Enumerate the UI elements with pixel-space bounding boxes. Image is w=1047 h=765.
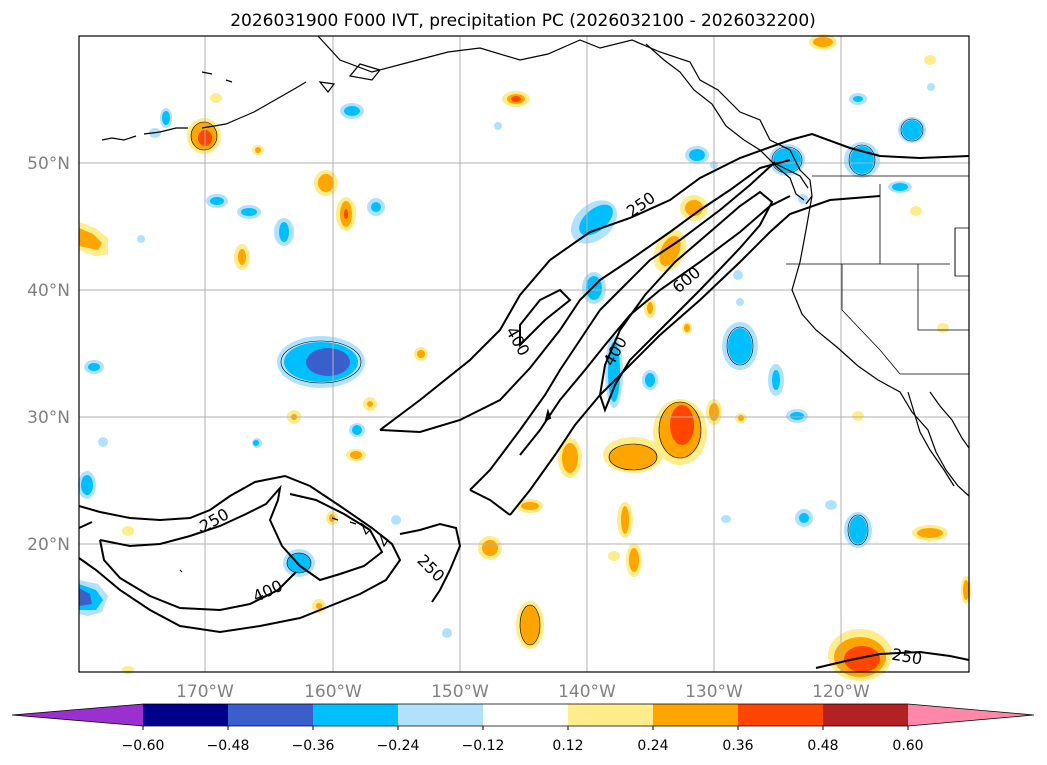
colorbar-tick-label: −0.60	[122, 738, 165, 754]
colorbar-segment	[228, 704, 313, 726]
shading-outlines	[190, 118, 924, 646]
colorbar-tick-label: 0.60	[892, 738, 923, 754]
colorbar-segment	[738, 704, 823, 726]
colorbar-segment	[313, 704, 398, 726]
coastlines	[101, 35, 970, 573]
lon-label: 120°W	[812, 682, 870, 702]
colorbar-tick-label: 0.24	[637, 738, 668, 754]
map-area	[79, 36, 969, 672]
colorbar-tick-label: −0.36	[292, 738, 335, 754]
map-title: 2026031900 F000 IVT, precipitation PC (2…	[230, 11, 816, 31]
map-frame	[78, 35, 970, 673]
lon-label: 140°W	[558, 682, 616, 702]
lon-label: 170°W	[176, 682, 234, 702]
lon-label: 150°W	[431, 682, 489, 702]
lat-label: 30°N	[27, 408, 70, 428]
colorbar-tick-label: 0.12	[552, 738, 583, 754]
colorbar-segment	[568, 704, 653, 726]
colorbar-segment	[483, 704, 568, 726]
colorbar-tick-label: −0.48	[207, 738, 250, 754]
lat-label: 20°N	[27, 535, 70, 555]
colorbar: −0.60 −0.48 −0.36 −0.24 −0.12 0.12 0.24 0.36 0.4…	[11, 703, 1035, 754]
latitude-labels: 50°N 40°N 30°N 20°N	[27, 154, 70, 555]
colorbar-tick-label: 0.48	[807, 738, 838, 754]
colorbar-tick-label: 0.36	[722, 738, 753, 754]
colorbar-segment	[653, 704, 738, 726]
lon-label: 130°W	[685, 682, 743, 702]
colorbar-segment	[143, 704, 228, 726]
colorbar-segment	[823, 704, 908, 726]
longitude-labels: 170°W 160°W 150°W 140°W 130°W 120°W	[176, 682, 870, 702]
colorbar-tick-label: −0.12	[462, 738, 505, 754]
colorbar-extend-low	[12, 704, 143, 726]
colorbar-segment	[398, 704, 483, 726]
lat-label: 50°N	[27, 154, 70, 174]
lon-label: 160°W	[304, 682, 362, 702]
lat-label: 40°N	[27, 281, 70, 301]
colorbar-extend-high	[908, 704, 1034, 726]
ivt-contours	[78, 132, 970, 669]
colorbar-tick-label: −0.24	[377, 738, 420, 754]
